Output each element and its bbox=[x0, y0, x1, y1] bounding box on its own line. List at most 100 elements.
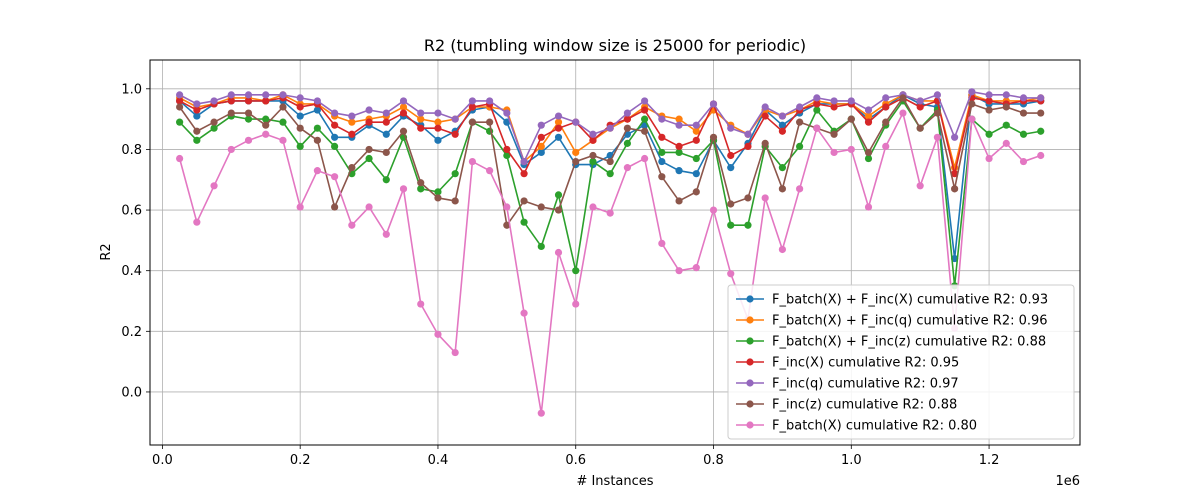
data-point bbox=[365, 106, 373, 114]
data-point bbox=[417, 109, 425, 117]
data-point bbox=[692, 121, 700, 129]
data-point bbox=[382, 148, 390, 157]
data-point bbox=[796, 142, 804, 150]
data-point bbox=[623, 109, 632, 117]
data-point bbox=[882, 103, 890, 111]
data-point bbox=[933, 91, 942, 99]
data-point bbox=[210, 118, 218, 126]
data-point bbox=[658, 148, 666, 157]
data-point bbox=[778, 164, 787, 172]
data-point bbox=[830, 103, 838, 111]
data-point bbox=[761, 194, 769, 202]
data-point bbox=[796, 185, 804, 193]
data-point bbox=[279, 91, 287, 99]
legend-label: F_inc(q) cumulative R2: 0.97 bbox=[772, 377, 959, 392]
data-point bbox=[313, 106, 321, 114]
data-point bbox=[933, 133, 942, 141]
legend-entry: F_batch(X) + F_inc(q) cumulative R2: 0.9… bbox=[736, 314, 1048, 329]
data-point bbox=[520, 157, 528, 166]
data-point bbox=[434, 194, 442, 202]
data-point bbox=[572, 157, 580, 166]
series-5 bbox=[176, 94, 1045, 229]
data-point bbox=[486, 97, 494, 105]
data-point bbox=[623, 124, 632, 132]
data-point bbox=[296, 203, 304, 211]
data-point bbox=[348, 164, 356, 172]
data-point bbox=[399, 185, 408, 193]
y-tick-label: 0.8 bbox=[121, 143, 142, 158]
data-point bbox=[434, 188, 442, 196]
data-point bbox=[399, 109, 408, 117]
x-tick-label: 0.0 bbox=[152, 453, 173, 468]
data-point bbox=[606, 209, 614, 217]
data-point bbox=[503, 145, 511, 154]
data-point bbox=[503, 151, 511, 160]
data-point bbox=[451, 348, 459, 357]
data-point bbox=[331, 203, 339, 211]
data-point bbox=[882, 118, 890, 126]
data-point bbox=[296, 142, 304, 150]
data-point bbox=[331, 121, 339, 129]
data-point bbox=[968, 88, 976, 96]
data-point bbox=[468, 157, 476, 166]
data-point bbox=[830, 97, 838, 105]
data-point bbox=[744, 194, 752, 202]
data-point bbox=[951, 170, 959, 178]
data-point bbox=[554, 133, 563, 141]
data-point bbox=[847, 145, 855, 154]
data-point bbox=[692, 154, 700, 163]
legend-box bbox=[727, 284, 1075, 440]
legend-label: F_batch(X) + F_inc(X) cumulative R2: 0.9… bbox=[772, 293, 1048, 308]
legend-entry: F_batch(X) + F_inc(X) cumulative R2: 0.9… bbox=[736, 293, 1048, 308]
data-point bbox=[658, 115, 666, 123]
data-point bbox=[675, 267, 683, 275]
data-point bbox=[1002, 139, 1010, 147]
data-point bbox=[382, 230, 390, 238]
data-point bbox=[537, 148, 545, 157]
data-point bbox=[399, 97, 408, 105]
data-point bbox=[606, 124, 614, 132]
data-point bbox=[675, 115, 683, 123]
data-point bbox=[244, 115, 253, 123]
data-point bbox=[244, 136, 253, 144]
data-point bbox=[778, 127, 787, 135]
data-point bbox=[537, 142, 545, 150]
data-point bbox=[864, 148, 873, 157]
data-point bbox=[641, 127, 649, 135]
data-point bbox=[882, 94, 890, 102]
data-point bbox=[382, 109, 390, 117]
data-point bbox=[520, 218, 528, 226]
data-point bbox=[1019, 130, 1028, 138]
legend-entry: F_batch(X) + F_inc(z) cumulative R2: 0.8… bbox=[736, 335, 1046, 350]
data-point bbox=[864, 112, 873, 120]
data-point bbox=[1037, 109, 1045, 117]
data-point bbox=[262, 97, 270, 105]
data-point bbox=[537, 409, 545, 417]
x-tick-label: 0.8 bbox=[703, 453, 724, 468]
data-point bbox=[985, 97, 993, 105]
data-point bbox=[641, 115, 649, 123]
data-point bbox=[537, 133, 545, 141]
data-point bbox=[761, 139, 769, 147]
data-point bbox=[262, 91, 270, 99]
data-point bbox=[503, 221, 511, 229]
data-point bbox=[365, 154, 373, 163]
data-point bbox=[985, 91, 993, 99]
data-point bbox=[279, 103, 287, 111]
data-point bbox=[244, 91, 253, 99]
data-point bbox=[176, 97, 184, 105]
data-point bbox=[451, 115, 459, 123]
y-tick-label: 0.4 bbox=[121, 264, 142, 279]
plot-frame bbox=[149, 59, 1081, 446]
data-point bbox=[675, 142, 683, 150]
data-point bbox=[176, 154, 184, 163]
y-tick-label: 1.0 bbox=[121, 82, 142, 97]
data-point bbox=[210, 124, 218, 132]
data-point bbox=[348, 118, 356, 126]
data-point bbox=[554, 206, 563, 214]
legend-entry: F_inc(q) cumulative R2: 0.97 bbox=[736, 377, 959, 392]
data-point bbox=[296, 124, 304, 132]
data-point bbox=[675, 121, 683, 129]
data-point bbox=[296, 94, 304, 102]
legend-marker bbox=[746, 358, 754, 366]
